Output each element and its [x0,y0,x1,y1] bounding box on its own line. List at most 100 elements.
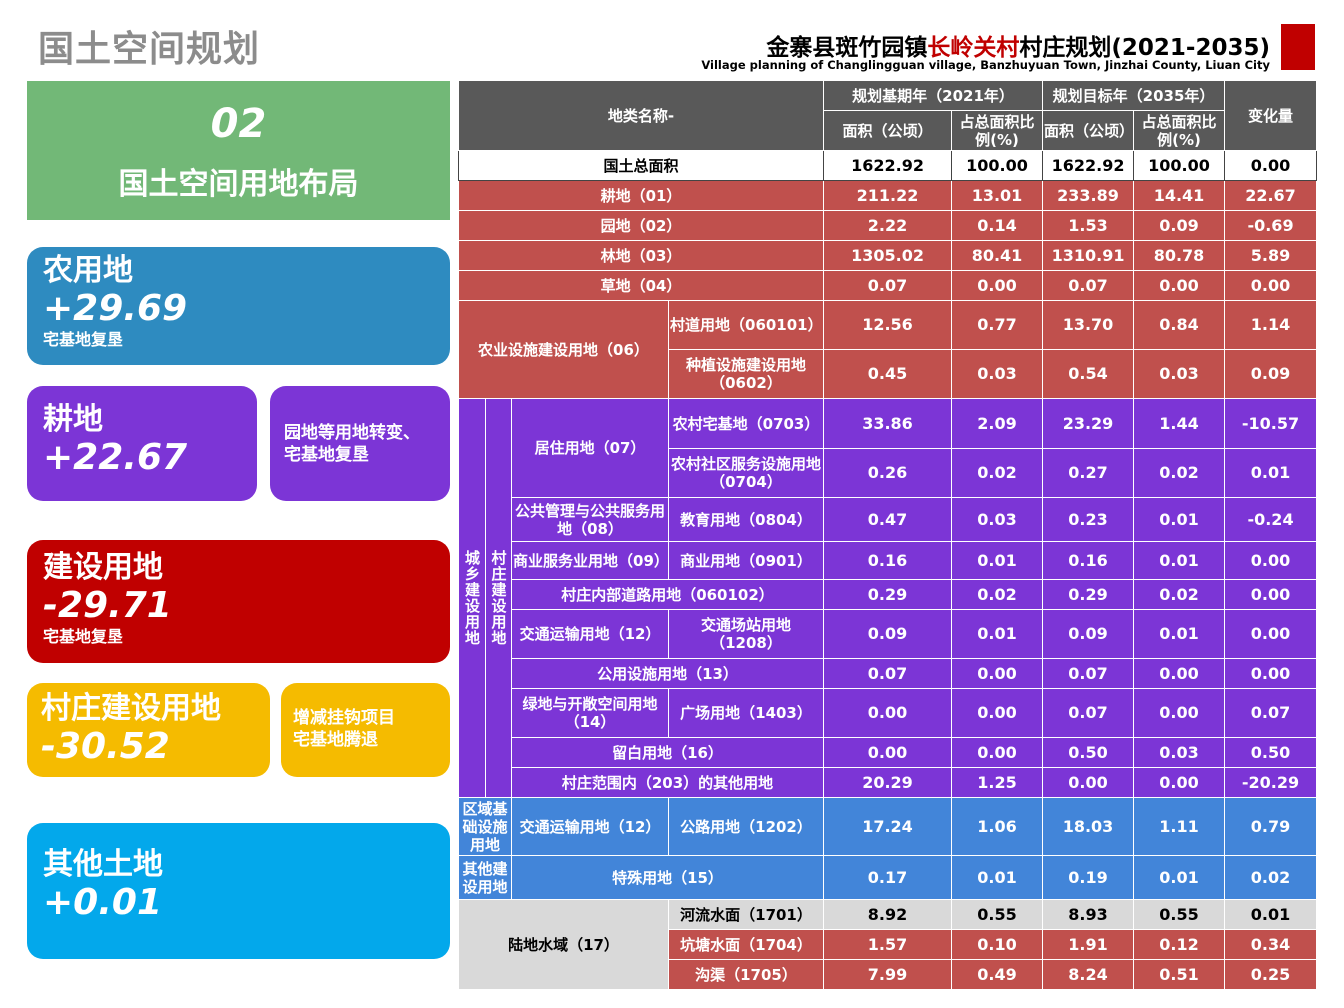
col-header-base-share: 占总面积比例(%) [951,110,1044,151]
header-title: 金寨县斑竹园镇长岭关村村庄规划(2021-2035) [766,28,1270,62]
row-name: 园地（02） [457,210,825,241]
row-name: 商业用地（0901） [667,541,825,580]
agri-land-label: 农用地 [43,253,133,288]
outer-group-name: 城乡建设用地 [458,398,486,798]
other-land-value: +0.01 [43,882,162,923]
value-cell: 1622.92 [823,150,953,181]
header-title-prefix: 金寨县斑竹园镇 [766,35,928,61]
hook-note-line1: 增减挂钩项目 [293,708,395,728]
other-land-label: 其他土地 [43,847,163,882]
value-cell: 0.49 [951,959,1044,990]
agri-land-note: 宅基地复垦 [43,330,124,349]
section-number: 02 [210,101,267,147]
value-cell: 0.09 [1224,349,1318,399]
value-cell: 0.54 [1042,349,1135,399]
group-name: 交通运输用地（12） [511,797,669,856]
row-name: 村庄内部道路用地（060102） [510,579,825,610]
group-name: 公共管理与公共服务用地（08） [511,497,669,542]
cropland-label: 耕地 [43,402,103,437]
row-name: 公用设施用地（13） [510,658,825,689]
row-name: 种植设施建设用地（0602） [667,349,825,399]
value-cell: 13.01 [951,180,1044,211]
table-row: 城乡建设用地 村庄建设用地 居住用地（07） 农村宅基地（0703） 33.86… [458,398,1318,798]
value-cell: 0.34 [1224,929,1318,960]
table-row: 园地（02） 2.22 0.14 1.53 0.09 -0.69 [457,210,1318,241]
table-row: 林地（03） 1305.02 80.41 1310.91 80.78 5.89 [457,240,1318,271]
value-cell: 0.19 [1042,855,1135,900]
value-cell: 0.01 [1133,497,1226,542]
col-header-base-year: 规划基期年（2021年） [823,80,1044,111]
value-cell: 0.79 [1224,797,1318,856]
cropland-value: +22.67 [43,437,188,478]
value-cell: 1.14 [1224,300,1318,350]
inner-group-name: 村庄建设用地 [485,398,512,798]
value-cell: 0.01 [1133,609,1226,659]
page-title: 国土空间规划 [38,29,261,70]
value-cell: 0.50 [1224,737,1318,768]
land-use-table: 地类名称- 规划基期年（2021年） 规划目标年（2035年） 变化量 面积（公… [457,80,1318,990]
construction-land-note: 宅基地复垦 [43,627,124,646]
value-cell: -0.24 [1224,497,1318,542]
row-name: 河流水面（1701） [667,899,825,930]
agri-land-card: 农用地 +29.69 宅基地复垦 [27,247,450,365]
value-cell: 0.02 [1133,579,1226,610]
value-cell: 1305.02 [823,240,953,271]
header-title-highlight: 长岭关村 [927,35,1020,61]
value-cell: 0.09 [1133,210,1226,241]
table-row: 区域基础设施用地 交通运输用地（12） 公路用地（1202） 17.24 1.0… [458,797,1318,856]
value-cell: 0.29 [1042,579,1135,610]
section-title: 国土空间用地布局 [118,167,359,202]
value-cell: 0.03 [1133,349,1226,399]
value-cell: 2.22 [823,210,953,241]
value-cell: 1.44 [1133,398,1226,449]
value-cell: 0.01 [1133,855,1226,900]
value-cell: 0.02 [951,448,1044,498]
value-cell: 7.99 [823,959,953,990]
construction-land-card: 建设用地 -29.71 宅基地复垦 [27,540,450,663]
table-header-row-2: 面积（公顷） 占总面积比例(%) 面积（公顷） 占总面积比例(%) [459,110,1317,151]
garden-note-line1: 园地等用地转变、 [284,423,420,443]
table-row: 公共管理与公共服务用地（08） 教育用地（0804） 0.47 0.03 0.2… [459,497,1318,542]
village-construction-value: -30.52 [41,726,170,767]
row-name: 林地（03） [457,240,825,271]
value-cell: 211.22 [823,180,953,211]
value-cell: 0.07 [1224,688,1318,738]
value-cell: 100.00 [1133,150,1226,181]
other-land-card: 其他土地 +0.01 [27,823,450,959]
value-cell: 0.23 [1042,497,1135,542]
value-cell: 0.01 [1224,899,1318,930]
group-name: 交通运输用地（12） [511,609,669,659]
value-cell: 2.09 [951,398,1044,449]
value-cell: 1.25 [951,767,1044,798]
row-name: 草地（04） [457,270,825,301]
value-cell: 12.56 [823,300,953,350]
value-cell: 0.00 [823,688,953,738]
table-row: 绿地与开敞空间用地（14） 广场用地（1403） 0.00 0.00 0.07 … [459,688,1318,738]
group-name: 陆地水域（17） [458,899,669,990]
table-row: 交通运输用地（12） 交通场站用地（1208） 0.09 0.01 0.09 0… [459,609,1318,659]
value-cell: 1.57 [823,929,953,960]
value-cell: 0.29 [823,579,953,610]
group-name: 绿地与开敞空间用地（14） [511,688,669,738]
value-cell: 0.00 [1133,688,1226,738]
group-name: 居住用地（07） [511,398,669,498]
col-header-target-share: 占总面积比例(%) [1133,110,1226,151]
col-header-change: 变化量 [1224,80,1318,151]
value-cell: 23.29 [1042,398,1135,449]
value-cell: 0.01 [951,855,1044,900]
garden-note-line2: 宅基地复垦 [284,445,369,465]
hook-note-card: 增减挂钩项目 宅基地腾退 [281,683,450,777]
cropland-card: 耕地 +22.67 [27,386,257,501]
value-cell: 0.01 [951,609,1044,659]
table-row: 公用设施用地（13） 0.07 0.00 0.07 0.00 0.00 [459,658,1318,689]
value-cell: 33.86 [823,398,953,449]
village-construction-card: 村庄建设用地 -30.52 [27,683,270,777]
value-cell: 233.89 [1042,180,1135,211]
row-name: 公路用地（1202） [667,797,825,856]
col-header-base-area: 面积（公顷） [823,110,953,151]
value-cell: 0.00 [823,737,953,768]
value-cell: 100.00 [951,150,1044,181]
garden-note-card: 园地等用地转变、 宅基地复垦 [270,386,450,501]
value-cell: 0.27 [1042,448,1135,498]
value-cell: 0.00 [951,270,1044,301]
